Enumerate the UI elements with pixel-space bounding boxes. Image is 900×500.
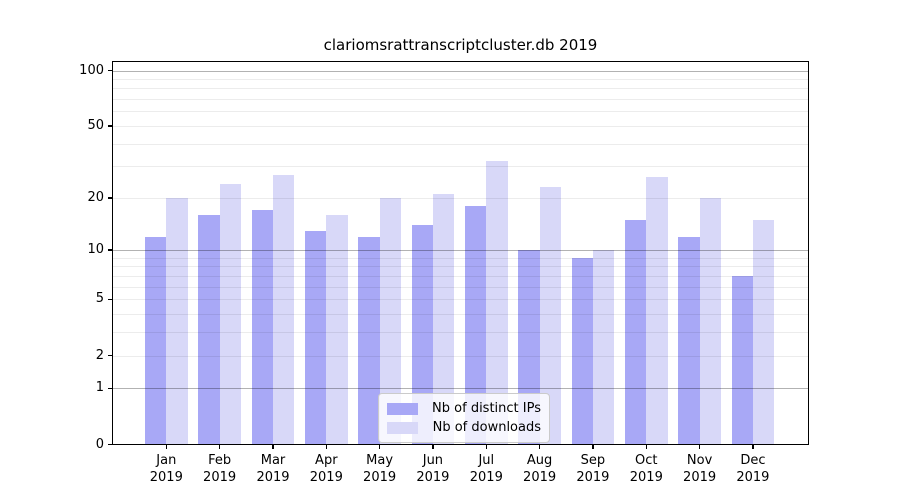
legend-label: Nb of downloads [432,420,541,435]
gridline-minor [112,332,809,334]
bar-distinct-ips [251,210,273,445]
x-tick-mark [165,444,168,449]
gridline-minor [112,125,809,127]
bar-downloads [539,187,561,445]
x-tick-mark [378,444,381,449]
x-tick-label: Oct 2019 [629,452,663,485]
legend-item: Nb of downloads [387,418,541,437]
bar-downloads [273,174,295,445]
legend-item: Nb of distinct IPs [387,399,541,418]
gridline-minor [112,257,809,259]
y-tick-mark [108,125,112,127]
legend-label: Nb of distinct IPs [432,401,541,416]
y-tick-mark [108,354,112,357]
gridline-minor [112,143,809,145]
x-tick-label: Sep 2019 [576,452,610,485]
chart-title: clariomsrattranscriptcluster.db 2019 [323,36,598,54]
x-tick-label: Nov 2019 [683,452,717,485]
gridline-minor [112,166,809,168]
bar-distinct-ips [625,219,647,445]
legend: Nb of distinct IPs Nb of downloads [378,393,550,443]
y-tick-mark [108,69,112,72]
x-tick-mark [485,444,487,449]
gridline-major [112,70,809,72]
gridline-minor [112,266,809,268]
x-tick-label: Jul 2019 [469,452,503,485]
legend-swatch-icon [387,402,418,415]
bar-distinct-ips [465,205,487,445]
bar-distinct-ips [678,236,700,445]
gridline-major [112,250,809,252]
gridline-major [112,388,809,390]
bar-downloads [166,197,188,445]
gridline-minor [112,99,809,101]
y-tick-label: 100 [79,62,104,78]
x-tick-label: Dec 2019 [736,452,770,485]
bar-distinct-ips [198,214,220,445]
bar-distinct-ips [411,225,433,445]
y-tick-label: 10 [87,242,104,258]
bar-downloads [646,177,668,445]
y-tick-mark [108,249,112,251]
bar-downloads [379,197,401,445]
y-tick-label: 2 [95,347,104,363]
bar-distinct-ips [731,276,753,445]
bar-downloads [326,214,348,445]
bar-downloads [486,161,508,445]
bar-distinct-ips [358,236,380,445]
y-tick-label: 50 [87,117,104,133]
x-tick-mark [645,444,647,449]
x-tick-label: Apr 2019 [309,452,343,485]
gridline-minor [112,88,809,90]
x-tick-mark [325,444,327,449]
x-tick-mark [272,444,274,449]
x-tick-mark [218,444,221,449]
legend-swatch-icon [387,421,418,434]
x-tick-label: Aug 2019 [523,452,557,485]
x-tick-mark [752,444,754,449]
x-tick-label: May 2019 [363,452,397,485]
bar-distinct-ips [305,230,327,445]
x-tick-mark [432,444,434,449]
gridline-minor [112,197,809,199]
bar-distinct-ips [145,236,167,445]
x-tick-mark [698,444,701,449]
y-tick-label: 0 [95,436,104,452]
y-tick-label: 20 [87,189,104,205]
x-tick-label: Jun 2019 [416,452,450,485]
y-tick-mark [108,387,112,390]
gridline-minor [112,111,809,113]
x-tick-label: Mar 2019 [256,452,290,485]
bar-downloads [432,194,455,445]
gridline-minor [112,286,809,288]
x-tick-mark [592,444,594,449]
gridline-minor [112,314,809,316]
y-tick-label: 1 [95,380,104,396]
gridline-minor [112,276,809,277]
bar-downloads [699,197,721,445]
x-tick-mark [538,444,541,449]
x-tick-label: Jan 2019 [149,452,183,485]
bar-downloads [219,183,241,445]
gridline-minor [112,299,809,301]
y-tick-mark [108,443,112,446]
gridline-minor [112,78,809,80]
bar-distinct-ips [571,257,593,445]
y-tick-label: 5 [95,291,104,307]
y-tick-mark [108,298,112,300]
bar-downloads [592,250,615,445]
x-tick-label: Feb 2019 [203,452,237,485]
y-tick-mark [108,197,112,199]
gridline-minor [112,355,809,357]
plot-area [112,61,809,445]
bar-downloads [752,219,775,445]
